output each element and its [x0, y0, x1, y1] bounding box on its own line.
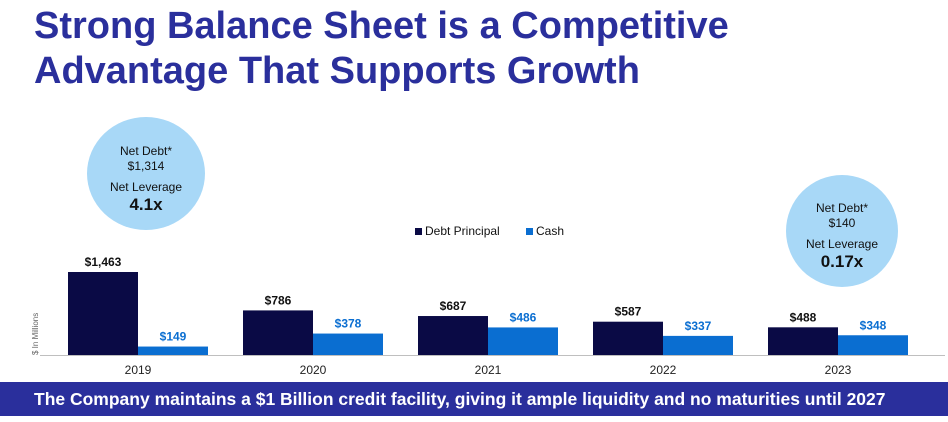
footer-text: The Company maintains a $1 Billion credi… [34, 389, 886, 409]
legend-label-debt: Debt Principal [425, 224, 500, 238]
net-leverage-label: Net Leverage [109, 180, 183, 194]
net-debt-callout-2023: Net Debt* $140 Net Leverage 0.17x [786, 175, 898, 287]
debt-label-2021: $687 [440, 299, 467, 313]
net-leverage-value: 4.1x [129, 195, 163, 214]
net-debt-callout-2019: Net Debt* $1,314 Net Leverage 4.1x [87, 117, 205, 230]
cash-bar-2019 [138, 346, 208, 355]
x-tick-2020: 2020 [300, 363, 327, 377]
debt-label-2022: $587 [615, 305, 642, 319]
y-axis-label: $ In Millions [31, 313, 40, 355]
net-leverage-value: 0.17x [820, 252, 864, 271]
debt-bar-2021 [418, 316, 488, 355]
cash-bar-2023 [838, 335, 908, 355]
footer-banner: The Company maintains a $1 Billion credi… [0, 382, 948, 416]
net-leverage-label: Net Leverage [805, 237, 879, 251]
x-tick-2023: 2023 [825, 363, 852, 377]
x-tick-2022: 2022 [650, 363, 677, 377]
debt-bar-2022 [593, 321, 663, 355]
page-title: Strong Balance Sheet is a Competitive Ad… [34, 4, 729, 94]
debt-label-2020: $786 [265, 293, 292, 307]
legend-label-cash: Cash [536, 224, 564, 238]
debt-bar-2019 [68, 272, 138, 355]
net-debt-label: Net Debt* [815, 201, 869, 215]
debt-label-2019: $1,463 [85, 255, 122, 269]
cash-label-2019: $149 [160, 330, 187, 344]
title-line-1: Strong Balance Sheet is a Competitive [34, 5, 729, 47]
legend-swatch-cash [526, 228, 533, 235]
x-tick-2019: 2019 [125, 363, 152, 377]
cash-label-2022: $337 [685, 319, 712, 333]
debt-bar-2023 [768, 327, 838, 355]
bar-chart: $1,463 $149 2019 $786 $378 2020 $687 $486 2021 $5… [31, 224, 945, 377]
cash-label-2021: $486 [510, 310, 537, 324]
net-debt-value: $1,314 [127, 159, 165, 173]
legend-swatch-debt [415, 228, 422, 235]
cash-bar-2022 [663, 335, 733, 355]
debt-label-2023: $488 [790, 310, 817, 324]
bars-layer [68, 272, 908, 355]
cash-label-2020: $378 [335, 317, 362, 331]
legend: Debt Principal Cash [415, 224, 564, 238]
labels-layer: $1,463 $149 2019 $786 $378 2020 $687 $486 2021 $5… [85, 255, 887, 377]
x-tick-2021: 2021 [475, 363, 502, 377]
net-debt-label: Net Debt* [119, 144, 173, 158]
cash-label-2023: $348 [860, 318, 887, 332]
title-line-2: Advantage That Supports Growth [34, 50, 640, 92]
cash-bar-2020 [313, 333, 383, 355]
net-debt-value: $140 [828, 216, 856, 230]
cash-bar-2021 [488, 327, 558, 355]
debt-bar-2020 [243, 310, 313, 355]
